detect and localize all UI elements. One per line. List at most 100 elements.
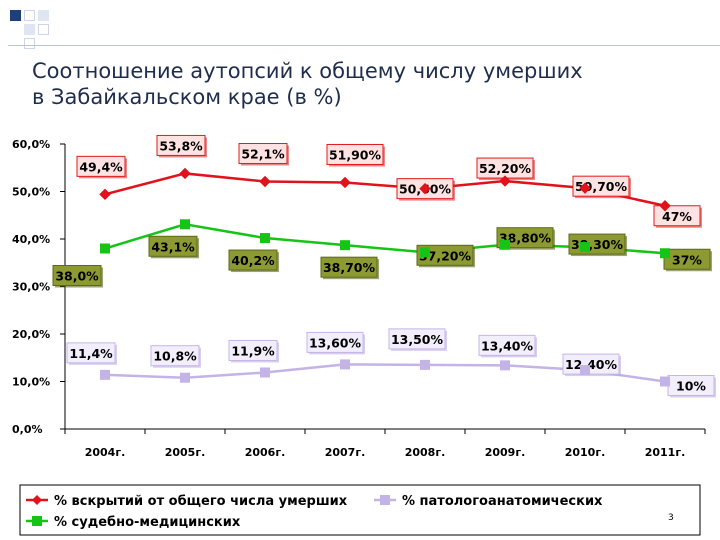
data-label-box (663, 248, 711, 270)
x-tick-label: 2011г. (645, 446, 686, 459)
data-label: 37% (672, 252, 702, 267)
decor-square-4 (24, 24, 35, 35)
data-label: 10% (676, 379, 706, 394)
y-tick-label: 10,0% (12, 376, 50, 389)
legend-marker (380, 495, 390, 505)
y-tick-label: 0,0% (12, 423, 43, 436)
data-label: 37,20% (419, 248, 472, 263)
y-tick-label: 40,0% (12, 233, 50, 246)
data-label-box (326, 143, 384, 165)
legend-marker (32, 516, 42, 526)
data-point (419, 182, 431, 195)
data-label: 38,70% (323, 260, 376, 275)
x-tick-label: 2006г. (245, 446, 286, 459)
data-label-box (478, 334, 536, 356)
chart-series: 49,4%53,8%52,1%51,90%50,60%52,20%50,70%4… (52, 134, 716, 398)
data-label-box (150, 345, 200, 367)
legend-entry: % патологоанатомических (402, 494, 603, 509)
y-tick-label: 60,0% (12, 138, 50, 151)
data-label-box (496, 227, 554, 249)
decor-square-5 (38, 24, 49, 35)
data-label: 10,8% (153, 349, 197, 364)
data-label: 13,50% (391, 332, 444, 347)
data-point (420, 247, 430, 258)
data-label: 52,1% (241, 147, 285, 162)
data-point (180, 372, 190, 383)
chart-axes: 0,0% 10,0% 20,0% 30,0% 40,0% 50,0% 60,0% 2004г.… (12, 138, 706, 459)
data-label-box (306, 331, 364, 353)
data-label: 43,1% (151, 239, 195, 254)
x-tick-label: 2005г. (165, 446, 206, 459)
data-label-box (66, 342, 116, 364)
data-label: 47% (662, 209, 692, 224)
data-label: 11,4% (69, 346, 113, 361)
legend-entry: % судебно-медицинских (54, 515, 241, 530)
data-point (339, 176, 351, 189)
data-label: 53,8% (159, 138, 203, 153)
data-point (579, 182, 591, 194)
data-label-box (416, 244, 474, 266)
data-point (340, 240, 350, 251)
data-label-box (228, 339, 278, 361)
data-label-box (228, 249, 278, 271)
data-point (500, 360, 510, 371)
data-label: 12,40% (565, 357, 618, 372)
data-label-box (156, 134, 206, 156)
data-label: 11,9% (231, 343, 275, 358)
y-tick-label: 20,0% (12, 328, 50, 341)
data-label-box (52, 265, 102, 286)
x-tick-label: 2008г. (405, 446, 446, 459)
data-point (660, 376, 670, 387)
legend-frame (19, 484, 701, 536)
x-tick-label: 2009г. (485, 446, 526, 459)
data-point (499, 175, 511, 187)
decor-square-3 (38, 10, 49, 21)
data-label-box (320, 256, 378, 278)
decor-square-6 (24, 38, 35, 49)
slide-title: Соотношение аутопсий к общему числу умер… (32, 59, 583, 109)
data-label-box (148, 235, 198, 257)
data-point (580, 242, 590, 253)
slide-number: 3 (668, 513, 674, 523)
x-tick-label: 2004г. (85, 446, 126, 459)
data-point (100, 243, 110, 254)
data-point (580, 365, 590, 376)
data-label: 38,30% (571, 237, 624, 252)
x-tick-label: 2010г. (565, 446, 606, 459)
data-point (99, 188, 111, 201)
data-label-box (388, 328, 446, 350)
data-label-box (238, 143, 288, 165)
data-label: 13,40% (481, 338, 534, 353)
data-label: 51,90% (329, 147, 382, 162)
data-label: 38,0% (55, 269, 99, 284)
data-label-box (562, 353, 620, 375)
decor-line (8, 45, 720, 46)
legend-marker (32, 495, 42, 505)
data-point (420, 359, 430, 370)
data-label: 40,2% (231, 253, 275, 268)
data-point (659, 200, 671, 212)
data-point (500, 239, 510, 250)
data-label: 49,4% (79, 159, 123, 174)
legend-entry: % вскрытий от общего числа умерших (54, 494, 348, 509)
data-label: 13,60% (309, 335, 362, 350)
x-tick-label: 2007г. (325, 446, 366, 459)
data-point (660, 248, 670, 259)
decor-square-1 (10, 10, 21, 21)
data-point (100, 369, 110, 380)
data-point (260, 367, 270, 378)
chart-legend: % вскрытий от общего числа умерших % суде… (19, 484, 701, 536)
data-label-box (76, 155, 126, 177)
data-label: 38,80% (499, 231, 552, 246)
data-point (260, 233, 270, 244)
data-point (180, 219, 190, 230)
data-point (340, 359, 350, 370)
data-point (259, 175, 271, 188)
decor-square-2 (24, 10, 35, 21)
data-point (179, 167, 191, 180)
y-tick-label: 30,0% (12, 281, 50, 294)
series-line-1 (104, 172, 666, 207)
y-tick-label: 50,0% (12, 186, 50, 199)
data-label: 52,20% (479, 161, 532, 176)
